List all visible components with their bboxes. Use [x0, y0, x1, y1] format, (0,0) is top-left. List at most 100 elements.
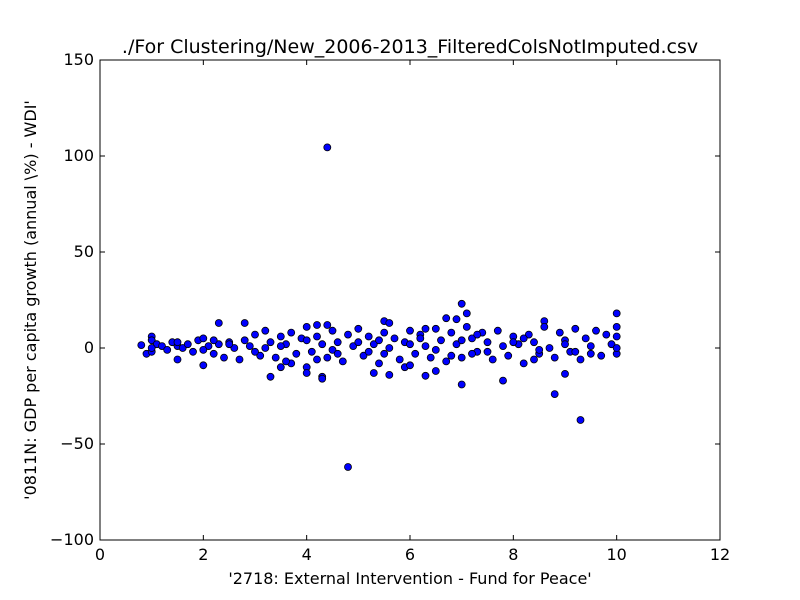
scatter-point — [561, 369, 569, 378]
scatter-point — [535, 345, 544, 354]
x-tick-label: 10 — [606, 545, 626, 564]
scatter-point — [390, 334, 399, 343]
scatter-point — [364, 332, 373, 341]
scatter-point — [457, 299, 466, 308]
scatter-point — [504, 351, 513, 360]
scatter-point — [313, 332, 321, 341]
scatter-point — [235, 355, 244, 364]
data-points — [137, 143, 621, 471]
scatter-point — [261, 344, 270, 352]
scatter-point — [292, 349, 301, 358]
scatter-point — [540, 322, 549, 331]
scatter-point — [375, 359, 383, 368]
scatter-point — [271, 353, 280, 362]
scatter-point — [189, 347, 197, 356]
scatter-point — [493, 326, 502, 335]
scatter-point — [282, 357, 290, 366]
y-tick-label: 100 — [63, 146, 94, 165]
scatter-point — [483, 347, 492, 356]
x-tick-label: 4 — [302, 545, 312, 564]
scatter-point — [313, 321, 321, 329]
scatter-point — [251, 347, 259, 356]
scatter-point — [519, 334, 528, 343]
scatter-point — [364, 347, 373, 356]
scatter-point — [276, 363, 285, 372]
scatter-point — [178, 344, 187, 352]
scatter-point — [555, 328, 564, 337]
scatter-point — [173, 338, 182, 347]
scatter-point — [313, 355, 321, 364]
scatter-point — [147, 336, 156, 345]
scatter-point — [550, 353, 559, 362]
scatter-point — [266, 338, 275, 347]
scatter-point — [483, 338, 492, 347]
scatter-point — [421, 324, 430, 333]
scatter-point — [302, 369, 311, 377]
scatter-point — [509, 338, 518, 347]
scatter-point — [349, 342, 358, 351]
scatter-point — [240, 336, 249, 345]
scatter-point — [199, 345, 208, 354]
scatter-point — [431, 367, 440, 375]
scatter-point — [457, 336, 466, 345]
scatter-point — [354, 338, 363, 347]
scatter-point — [457, 353, 466, 362]
scatter-point — [442, 357, 451, 366]
scatter-point — [395, 355, 404, 364]
y-axis-label: '0811N: GDP per capita growth (annual \%… — [21, 100, 40, 500]
scatter-point — [163, 345, 172, 354]
scatter-point — [158, 342, 166, 351]
scatter-point — [302, 322, 311, 331]
scatter-point — [287, 328, 296, 337]
scatter-point — [561, 340, 569, 349]
scatter-point — [602, 330, 611, 339]
scatter-point — [406, 340, 414, 349]
scatter-point — [431, 345, 440, 354]
scatter-point — [406, 326, 414, 335]
scatter-point — [530, 338, 538, 347]
x-tick-label: 8 — [508, 545, 518, 564]
scatter-point — [431, 324, 440, 333]
scatter-point — [612, 344, 621, 352]
scatter-point — [251, 330, 259, 339]
scatter-point — [550, 390, 559, 399]
scatter-point — [333, 349, 342, 358]
scatter-point — [406, 361, 414, 370]
scatter-point — [369, 369, 378, 377]
scatter-point — [421, 371, 430, 380]
scatter-point — [488, 355, 497, 364]
scatter-point — [318, 340, 327, 349]
scatter-point — [524, 330, 533, 339]
y-tick-label: −100 — [50, 530, 94, 549]
scatter-point — [452, 340, 461, 349]
scatter-point — [183, 340, 192, 349]
scatter-point — [385, 319, 394, 327]
scatter-point — [328, 345, 337, 354]
scatter-point — [586, 342, 595, 351]
scatter-point — [545, 344, 554, 352]
scatter-point — [416, 334, 425, 343]
scatter-point — [359, 351, 368, 360]
scatter-point — [462, 309, 471, 318]
scatter-point — [607, 340, 616, 349]
scatter-point — [468, 334, 476, 343]
scatter-point — [328, 326, 337, 335]
scatter-point — [447, 328, 456, 337]
scatter-point — [199, 361, 208, 370]
scatter-point — [147, 344, 156, 352]
scatter-point — [468, 349, 476, 358]
scatter-point — [230, 344, 239, 352]
scatter-point — [597, 351, 606, 360]
scatter-point — [592, 326, 600, 335]
scatter-point — [452, 315, 461, 324]
scatter-point — [344, 463, 352, 471]
scatter-point — [457, 380, 466, 389]
scatter-point — [385, 370, 394, 379]
scatter-point — [333, 338, 342, 347]
y-tick-label: 0 — [84, 338, 94, 357]
scatter-point — [137, 341, 146, 350]
scatter-point — [576, 355, 585, 364]
axis-ticks: 0 2 4 6 8 10 12 −100 −50 0 50 100 150 — [50, 50, 730, 564]
x-tick-label: 6 — [405, 545, 415, 564]
scatter-point — [323, 143, 332, 152]
